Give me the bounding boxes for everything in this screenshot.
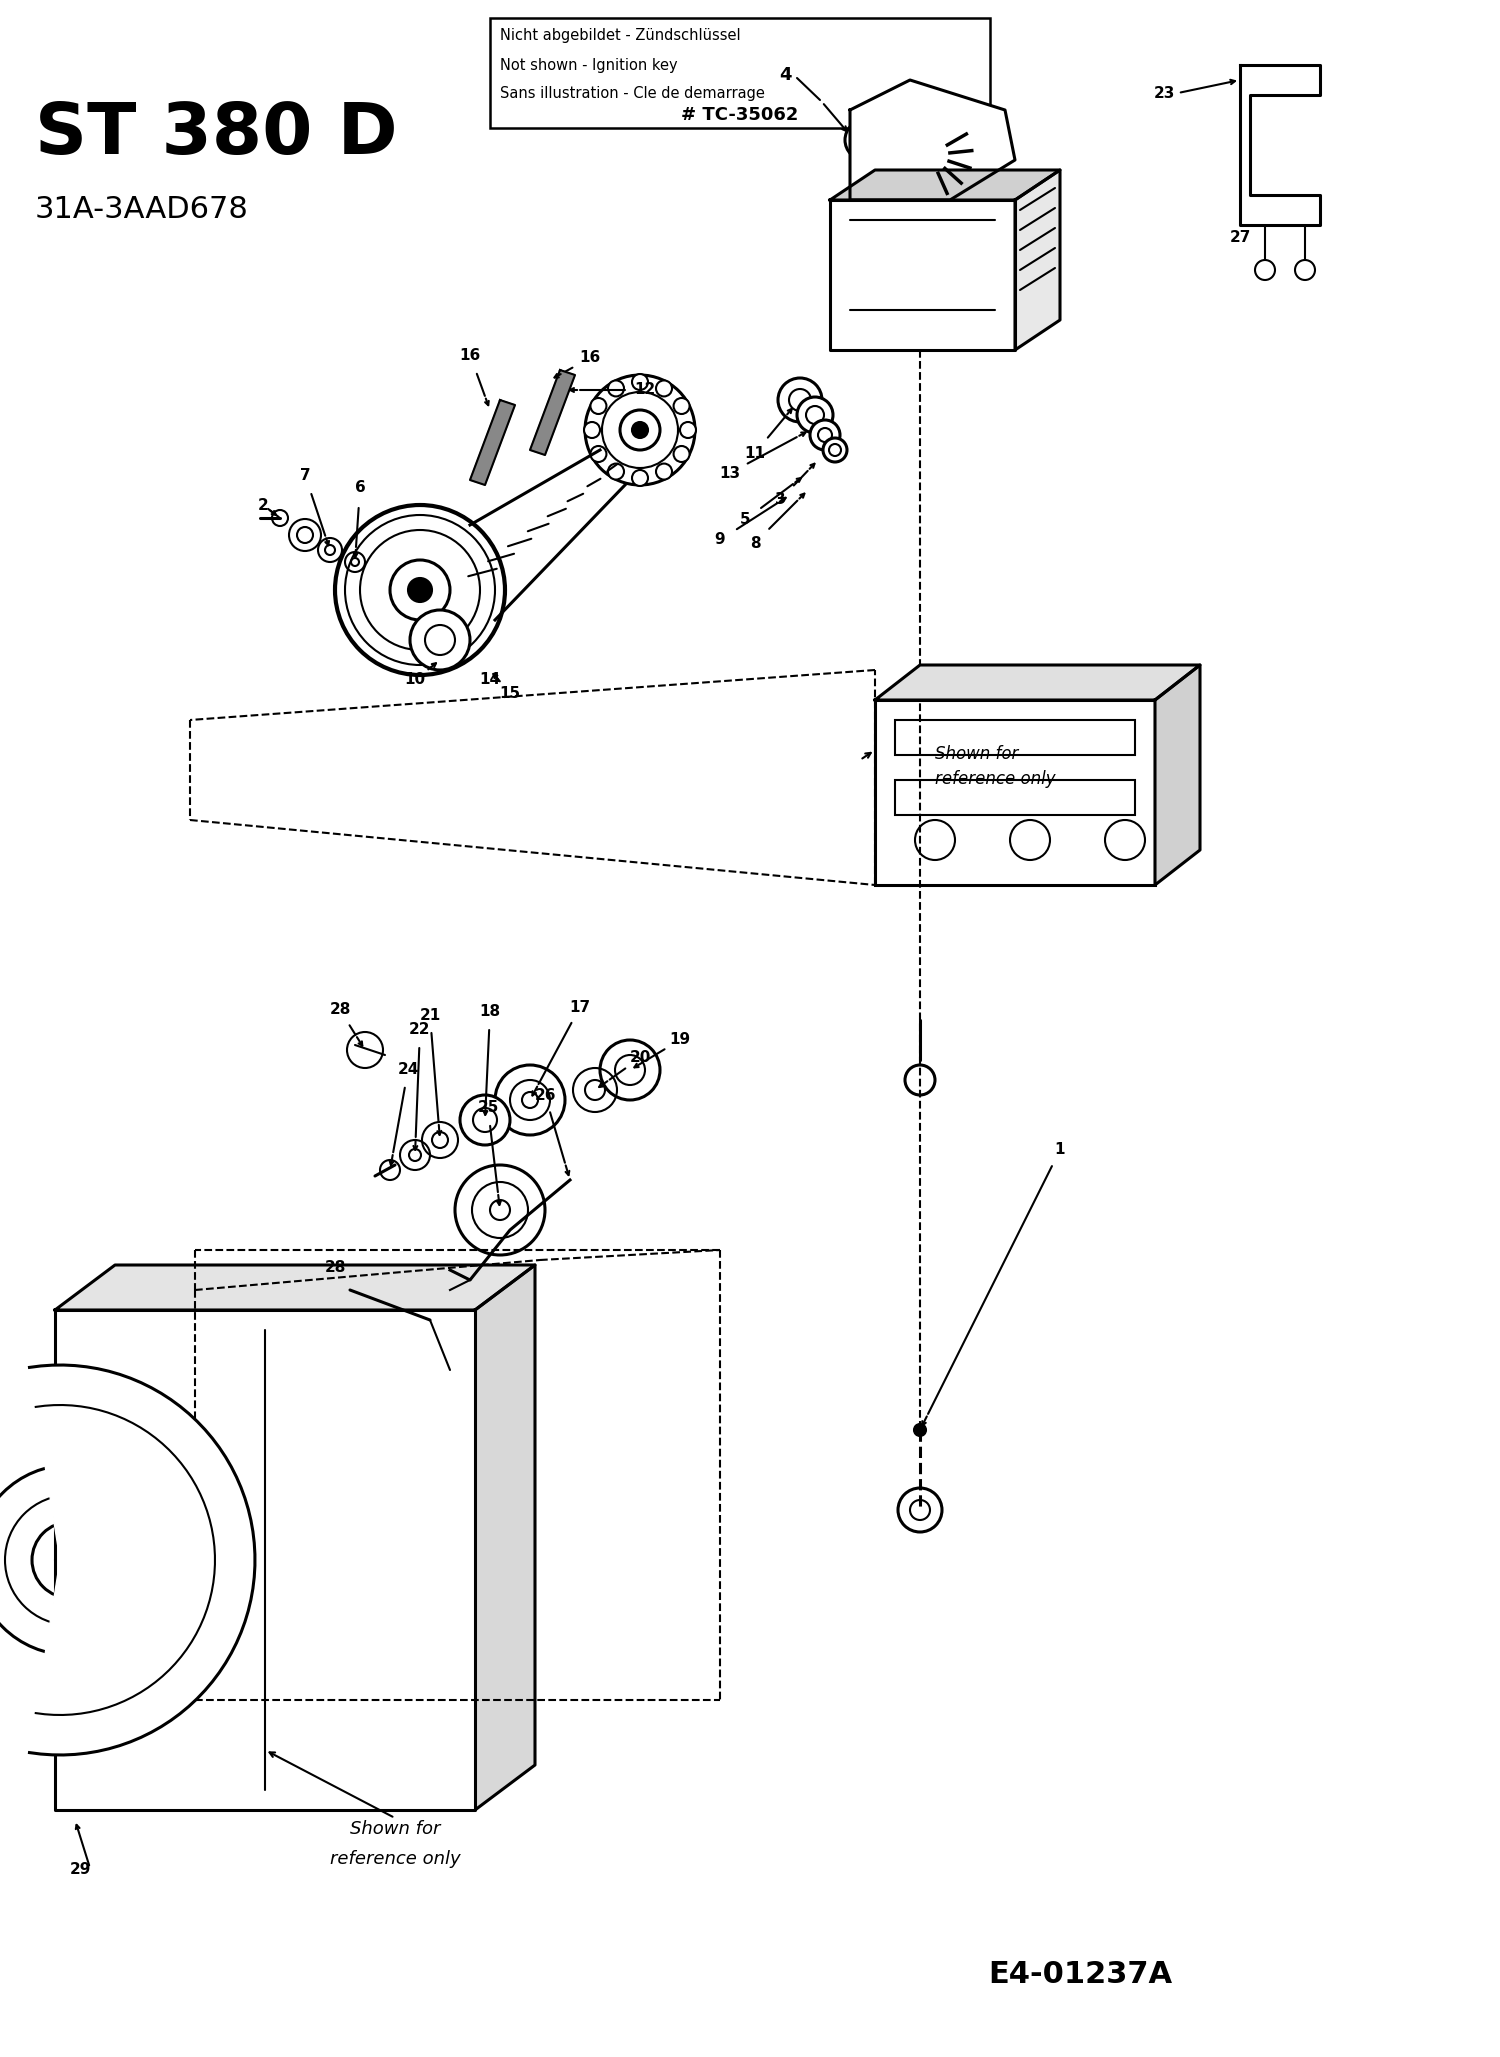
Text: 12: 12 <box>634 383 656 397</box>
Circle shape <box>632 374 648 391</box>
Text: 14: 14 <box>480 673 501 687</box>
Bar <box>874 699 1155 885</box>
Text: 31A-3AAD678: 31A-3AAD678 <box>34 195 249 224</box>
Circle shape <box>454 1164 544 1255</box>
Text: 9: 9 <box>714 533 726 547</box>
Circle shape <box>680 422 696 438</box>
Text: 25: 25 <box>477 1100 498 1115</box>
Text: 20: 20 <box>630 1051 651 1066</box>
Circle shape <box>600 1041 660 1100</box>
Text: 21: 21 <box>420 1008 441 1022</box>
Text: 28: 28 <box>330 1002 351 1018</box>
Text: 16: 16 <box>579 350 600 366</box>
Text: Shown for: Shown for <box>934 745 1019 763</box>
Circle shape <box>585 374 694 485</box>
Circle shape <box>898 1487 942 1532</box>
Circle shape <box>885 109 975 200</box>
Text: 2: 2 <box>258 498 268 512</box>
Text: 17: 17 <box>570 1000 591 1014</box>
Text: 16: 16 <box>459 348 480 362</box>
Circle shape <box>410 611 470 671</box>
Text: 1: 1 <box>1054 1142 1065 1158</box>
Polygon shape <box>530 370 574 455</box>
Circle shape <box>408 578 432 603</box>
Polygon shape <box>850 80 1016 200</box>
Circle shape <box>824 438 848 463</box>
Text: reference only: reference only <box>934 769 1056 788</box>
Circle shape <box>608 463 624 479</box>
Bar <box>490 19 990 128</box>
Text: 15: 15 <box>500 685 520 701</box>
Circle shape <box>460 1094 510 1146</box>
Text: 27: 27 <box>1230 230 1251 245</box>
Polygon shape <box>874 664 1200 699</box>
Circle shape <box>632 422 648 438</box>
Text: 18: 18 <box>480 1004 501 1020</box>
Bar <box>896 720 1136 755</box>
Text: 19: 19 <box>669 1033 690 1047</box>
Circle shape <box>674 446 690 463</box>
Circle shape <box>918 144 942 167</box>
Circle shape <box>591 397 606 413</box>
Text: 7: 7 <box>300 467 310 483</box>
Text: 5: 5 <box>740 512 750 527</box>
Polygon shape <box>470 399 514 485</box>
Text: 24: 24 <box>398 1063 418 1078</box>
Text: Sans illustration - Cle de demarrage: Sans illustration - Cle de demarrage <box>500 86 765 101</box>
Circle shape <box>778 378 822 422</box>
Polygon shape <box>56 1310 476 1810</box>
Circle shape <box>796 397 832 434</box>
Text: reference only: reference only <box>330 1849 460 1868</box>
Text: Shown for: Shown for <box>350 1820 439 1839</box>
Circle shape <box>608 381 624 397</box>
Circle shape <box>861 136 868 144</box>
Circle shape <box>908 263 932 288</box>
Polygon shape <box>830 200 1016 350</box>
Polygon shape <box>830 171 1060 200</box>
Circle shape <box>584 422 600 438</box>
Text: 22: 22 <box>410 1022 430 1037</box>
Text: 4: 4 <box>778 66 792 84</box>
Circle shape <box>674 397 690 413</box>
Polygon shape <box>56 1265 536 1310</box>
Circle shape <box>656 463 672 479</box>
Text: Not shown - Ignition key: Not shown - Ignition key <box>500 58 678 72</box>
Circle shape <box>914 1423 926 1436</box>
Polygon shape <box>476 1265 536 1810</box>
Circle shape <box>904 1066 934 1094</box>
Circle shape <box>632 469 648 485</box>
Circle shape <box>334 506 506 675</box>
Text: 13: 13 <box>720 465 741 481</box>
Circle shape <box>844 119 885 160</box>
Text: 29: 29 <box>69 1862 90 1878</box>
Polygon shape <box>30 1366 255 1755</box>
Text: 28: 28 <box>324 1261 345 1275</box>
Circle shape <box>591 446 606 463</box>
Text: 23: 23 <box>1154 86 1174 101</box>
Circle shape <box>0 1465 165 1656</box>
Polygon shape <box>1155 664 1200 885</box>
Text: 11: 11 <box>744 446 765 461</box>
Text: 6: 6 <box>354 481 366 496</box>
Circle shape <box>810 420 840 450</box>
Text: # TC-35062: # TC-35062 <box>681 107 798 123</box>
Polygon shape <box>1016 171 1060 350</box>
Text: 10: 10 <box>405 673 426 687</box>
Bar <box>236 1460 356 1660</box>
Circle shape <box>495 1066 566 1135</box>
Text: E4-01237A: E4-01237A <box>988 1960 1172 1989</box>
Text: 3: 3 <box>774 492 786 508</box>
Circle shape <box>656 381 672 397</box>
Bar <box>896 780 1136 815</box>
Text: 26: 26 <box>534 1088 555 1103</box>
Text: ST 380 D: ST 380 D <box>34 101 398 169</box>
Text: 8: 8 <box>750 535 760 551</box>
Text: Nicht abgebildet - Zündschlüssel: Nicht abgebildet - Zündschlüssel <box>500 29 741 43</box>
